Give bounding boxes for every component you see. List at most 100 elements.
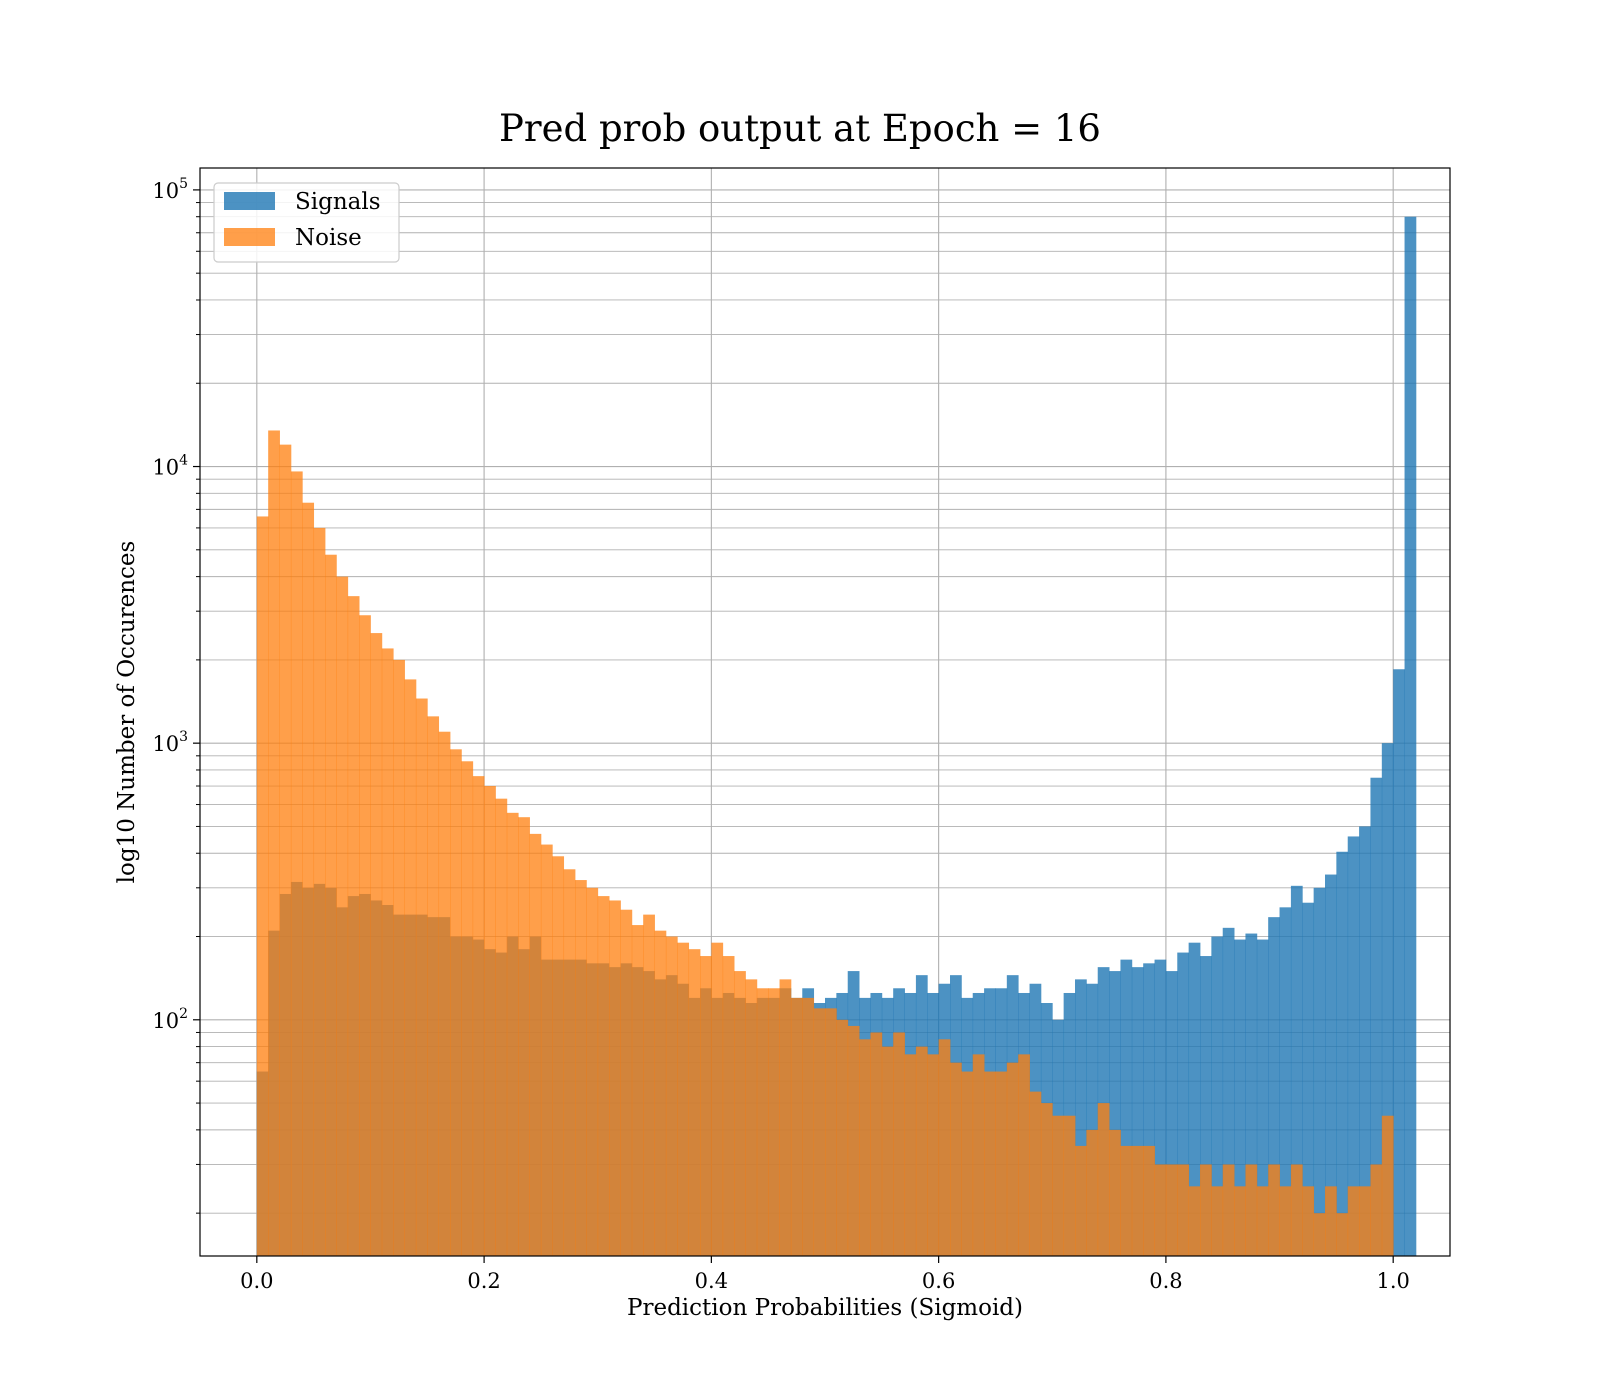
bar-noise — [836, 1019, 849, 1256]
bar-signals — [1336, 851, 1349, 1256]
bar-noise — [665, 936, 678, 1256]
bar-noise — [984, 1071, 996, 1256]
bar-signals — [1154, 959, 1167, 1256]
legend-label-noise: Noise — [295, 225, 362, 251]
bar-noise — [518, 817, 530, 1256]
bar-noise — [1188, 1186, 1201, 1256]
bar-noise — [950, 1062, 962, 1256]
bar-signals — [1313, 887, 1326, 1256]
bar-signals — [1177, 952, 1190, 1256]
bar-noise — [881, 1046, 894, 1256]
bar-noise — [427, 716, 440, 1256]
bar-noise — [1040, 1103, 1053, 1256]
x-tick-label: 0.2 — [467, 1269, 500, 1293]
bar-noise — [1097, 1103, 1110, 1256]
bar-noise — [563, 869, 576, 1256]
bar-signals — [1279, 907, 1292, 1256]
bar-noise — [779, 979, 792, 1256]
y-tick-label: 104 — [152, 453, 188, 480]
bar-noise — [1268, 1164, 1280, 1256]
x-tick-label: 0.8 — [1149, 1269, 1182, 1293]
bar-noise — [1154, 1164, 1167, 1256]
bar-noise — [325, 554, 337, 1256]
bar-noise — [1052, 1115, 1065, 1256]
bar-noise — [540, 844, 553, 1256]
series-layer — [256, 216, 1417, 1256]
bar-noise — [1018, 1054, 1030, 1256]
bar-noise — [393, 659, 405, 1256]
bar-noise — [1086, 1129, 1099, 1256]
bar-signals — [1393, 669, 1405, 1256]
legend-swatch-noise — [224, 228, 275, 246]
bar-signals — [1245, 933, 1258, 1256]
bar-noise — [1211, 1186, 1224, 1256]
bar-noise — [859, 1039, 871, 1256]
bar-signals — [1222, 927, 1235, 1256]
bar-noise — [1256, 1186, 1269, 1256]
x-axis-label: Prediction Probabilities (Sigmoid) — [627, 1295, 1023, 1321]
bar-noise — [1029, 1091, 1042, 1256]
bar-signals — [1381, 743, 1394, 1256]
bar-noise — [1370, 1164, 1383, 1256]
bar-noise — [1222, 1164, 1235, 1256]
bar-noise — [893, 1032, 905, 1256]
bar-noise — [472, 776, 485, 1256]
bar-noise — [1234, 1186, 1246, 1256]
bar-noise — [438, 731, 451, 1256]
y-tick-label: 103 — [152, 729, 188, 756]
legend: Signals Noise — [213, 182, 400, 263]
bar-noise — [495, 798, 508, 1256]
bar-noise — [1165, 1164, 1178, 1256]
y-axis-ticks: 102 103 104 105 — [152, 176, 200, 1214]
bar-noise — [529, 833, 542, 1256]
bar-noise — [1177, 1164, 1190, 1256]
bar-noise — [813, 1008, 826, 1256]
legend-swatch-signals — [224, 192, 275, 210]
bar-noise — [825, 1008, 837, 1256]
bar-noise — [1006, 1062, 1019, 1256]
bar-noise — [506, 812, 519, 1256]
bar-signals — [1290, 885, 1303, 1256]
bar-noise — [404, 679, 417, 1256]
bar-noise — [586, 887, 599, 1256]
bar-noise — [1063, 1115, 1076, 1256]
bar-noise — [1120, 1145, 1133, 1256]
bar-noise — [1313, 1213, 1326, 1256]
bar-noise — [1075, 1145, 1087, 1256]
bar-noise — [1290, 1164, 1303, 1256]
bar-noise — [643, 914, 655, 1256]
bar-signals — [1200, 956, 1212, 1256]
bar-noise — [609, 900, 621, 1256]
chart-title: Pred prob output at Epoch = 16 — [499, 107, 1101, 150]
x-tick-label: 0.6 — [922, 1269, 955, 1293]
x-tick-label: 0.4 — [695, 1269, 728, 1293]
bar-noise — [756, 988, 769, 1256]
bar-noise — [359, 615, 371, 1256]
bar-signals — [1109, 971, 1121, 1256]
bar-signals — [1256, 939, 1269, 1256]
bar-noise — [938, 1039, 951, 1256]
bar-noise — [927, 1054, 940, 1256]
series-noise — [256, 430, 1394, 1256]
bar-noise — [302, 502, 315, 1256]
bar-noise — [768, 988, 780, 1256]
y-tick-label: 105 — [152, 176, 188, 203]
bar-noise — [256, 516, 269, 1256]
bar-noise — [995, 1071, 1008, 1256]
bar-noise — [972, 1054, 985, 1256]
bar-signals — [1268, 917, 1280, 1256]
bar-noise — [381, 648, 394, 1256]
bar-signals — [1188, 942, 1201, 1256]
bar-noise — [745, 979, 758, 1256]
bar-noise — [370, 633, 383, 1256]
bar-noise — [415, 698, 428, 1256]
bar-noise — [347, 596, 360, 1256]
bar-signals — [1120, 959, 1133, 1256]
bar-noise — [1359, 1186, 1371, 1256]
bar-signals — [1143, 963, 1155, 1256]
bar-signals — [1370, 777, 1383, 1256]
bar-signals — [1165, 971, 1178, 1256]
x-axis-ticks: 0.0 0.2 0.4 0.6 0.8 1.0 — [240, 1256, 1410, 1293]
bar-noise — [1200, 1164, 1212, 1256]
bar-noise — [336, 576, 349, 1256]
